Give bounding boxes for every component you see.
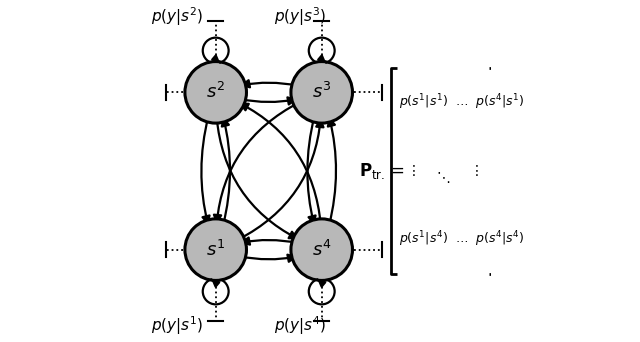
Text: $p(s^1|s^4)\ \ \ldots\ \ p(s^4|s^4)$: $p(s^1|s^4)\ \ \ldots\ \ p(s^4|s^4)$ (399, 229, 524, 249)
FancyArrowPatch shape (239, 120, 323, 239)
Text: $\ddots$: $\ddots$ (436, 170, 451, 185)
FancyArrowPatch shape (222, 119, 230, 226)
Text: $s^4$: $s^4$ (312, 240, 332, 260)
FancyArrowPatch shape (307, 116, 316, 223)
Text: $s^1$: $s^1$ (206, 240, 225, 260)
FancyArrowPatch shape (214, 103, 299, 222)
Circle shape (185, 219, 246, 280)
FancyArrowPatch shape (241, 104, 321, 225)
FancyArrowPatch shape (240, 97, 295, 104)
Text: $\vdots$: $\vdots$ (469, 163, 479, 179)
FancyArrowPatch shape (202, 116, 209, 223)
Circle shape (291, 219, 353, 280)
Text: $p(y|s^2)$: $p(y|s^2)$ (150, 5, 203, 28)
FancyArrowPatch shape (240, 255, 295, 262)
Text: $s^3$: $s^3$ (312, 82, 332, 102)
Text: $p(y|s^3)$: $p(y|s^3)$ (274, 5, 326, 28)
FancyArrowPatch shape (328, 119, 336, 226)
Circle shape (291, 62, 353, 123)
Text: $\vdots$: $\vdots$ (406, 163, 415, 179)
Text: $p(y|s^4)$: $p(y|s^4)$ (274, 314, 326, 337)
Text: $\mathbf{P}_{\mathrm{tr.}}=$: $\mathbf{P}_{\mathrm{tr.}}=$ (359, 161, 405, 181)
Text: $p(s^1|s^1)\ \ \ldots\ \ p(s^4|s^1)$: $p(s^1|s^1)\ \ \ldots\ \ p(s^4|s^1)$ (399, 93, 524, 113)
Text: $p(y|s^1)$: $p(y|s^1)$ (150, 314, 203, 337)
FancyArrowPatch shape (242, 80, 298, 87)
Circle shape (185, 62, 246, 123)
Text: $s^2$: $s^2$ (206, 82, 225, 102)
FancyArrowPatch shape (242, 238, 298, 245)
FancyArrowPatch shape (216, 117, 297, 238)
